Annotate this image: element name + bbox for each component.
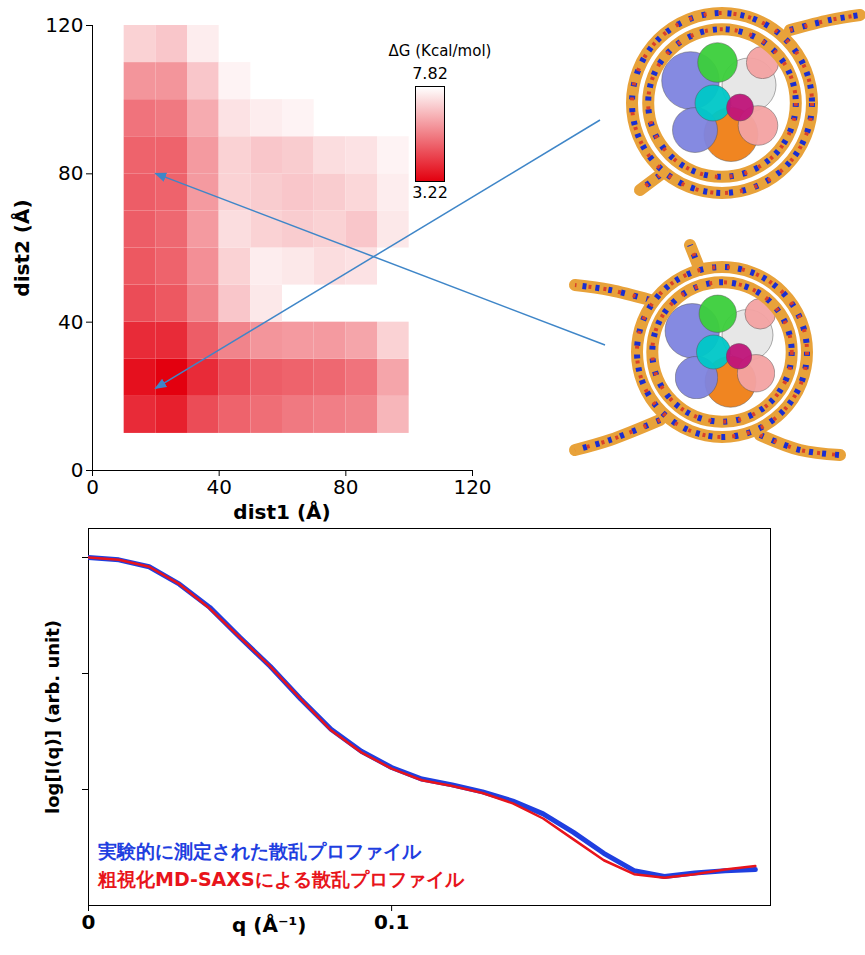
svg-text:40: 40 [206, 475, 231, 499]
svg-text:0: 0 [71, 458, 84, 482]
svg-text:120: 120 [45, 13, 83, 37]
html-text:dist2 (Å): dist2 (Å) [10, 198, 34, 297]
html-text:dist1 (Å): dist1 (Å) [233, 500, 331, 524]
svg-text:120: 120 [453, 475, 491, 499]
html-text:3.22: 3.22 [412, 183, 448, 202]
svg-text:0.1: 0.1 [374, 910, 409, 934]
html-text:実験的に測定された散乱プロファイル: 実験的に測定された散乱プロファイル [98, 840, 421, 862]
html-text:7.82: 7.82 [412, 64, 448, 83]
svg-text:0: 0 [82, 910, 96, 934]
svg-text:0: 0 [86, 475, 99, 499]
html-text:q (Å⁻¹): q (Å⁻¹) [232, 913, 307, 937]
svg-text:80: 80 [333, 475, 358, 499]
html-text:ΔG (Kcal/mol): ΔG (Kcal/mol) [388, 42, 492, 60]
html-text:log[I(q)] (arb. unit): log[I(q)] (arb. unit) [41, 619, 63, 814]
html-text:粗視化MD-SAXSによる散乱プロファイル: 粗視化MD-SAXSによる散乱プロファイル [98, 868, 464, 890]
svg-text:40: 40 [58, 310, 83, 334]
svg-text:80: 80 [58, 161, 83, 185]
